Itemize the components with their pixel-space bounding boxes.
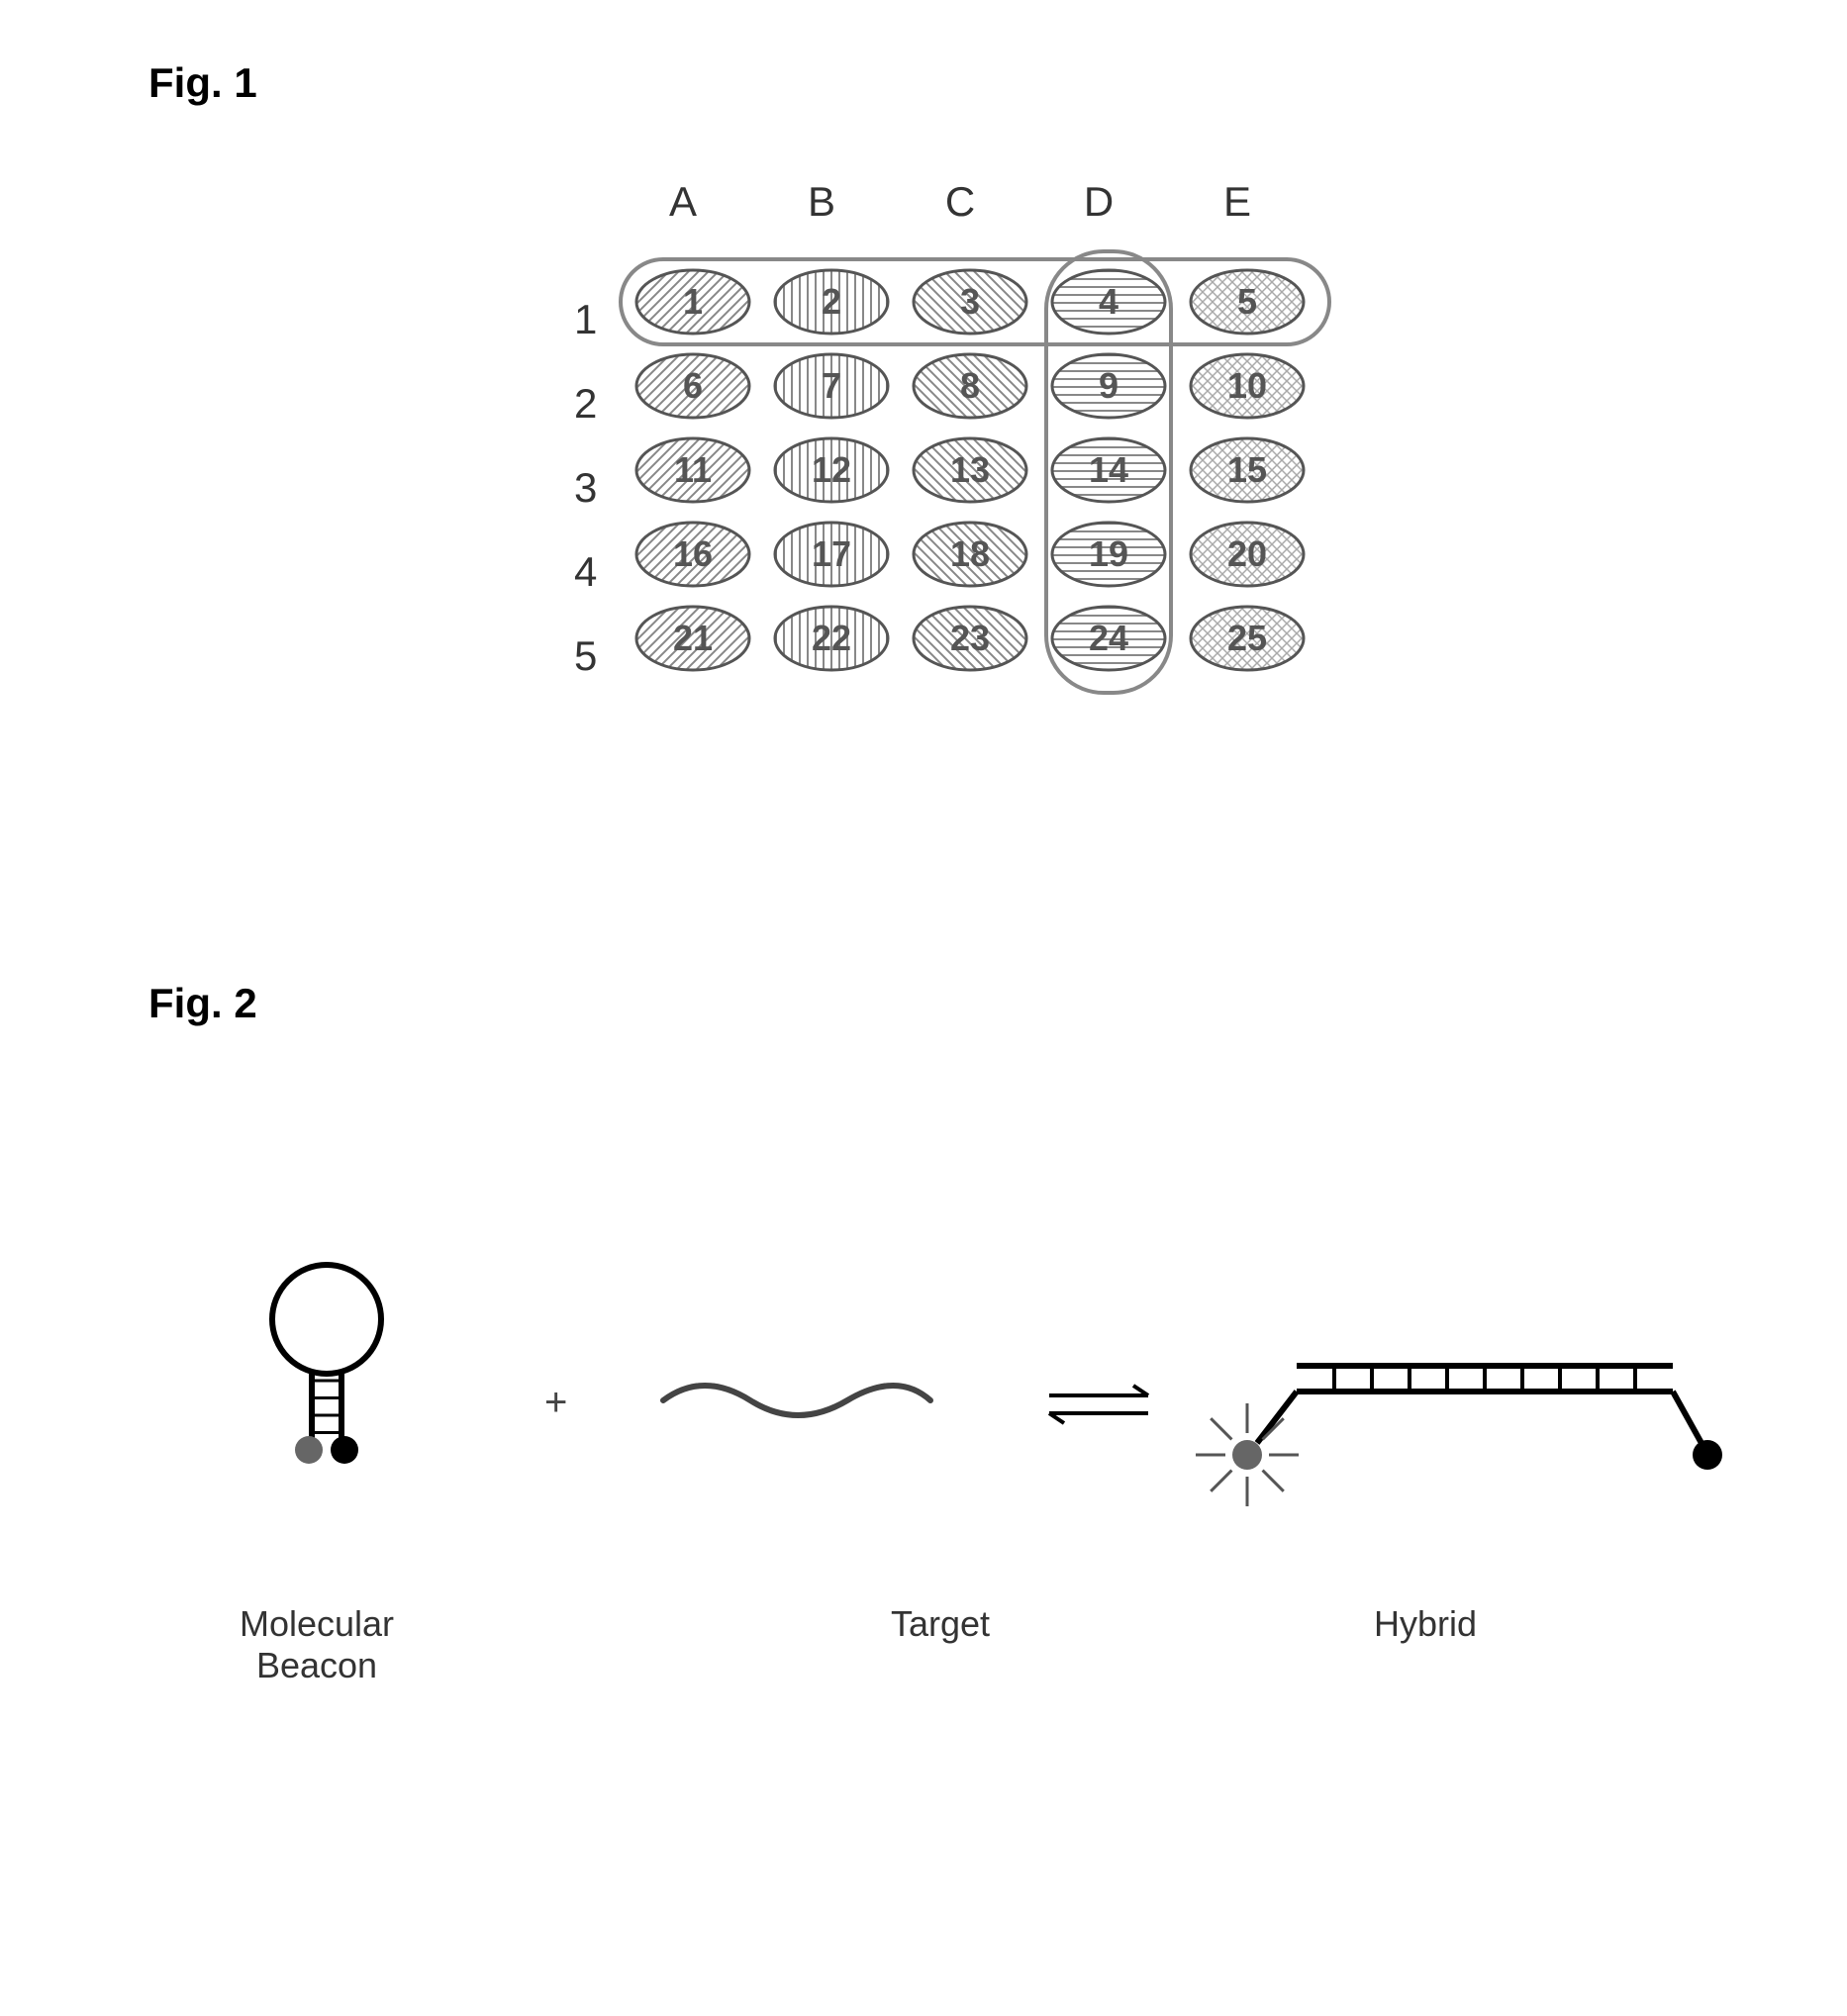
row-label: 1 xyxy=(574,277,597,361)
equilibrium-arrow-icon xyxy=(1039,1376,1168,1435)
cell-number: 17 xyxy=(812,533,851,575)
grid: 1 2 3 4 5 6 7 xyxy=(633,267,1307,688)
cell-number: 5 xyxy=(1237,281,1257,323)
grid-cell: 17 xyxy=(772,520,891,589)
row-label: 3 xyxy=(574,445,597,529)
grid-cell: 11 xyxy=(633,435,752,505)
hybrid-label: Hybrid xyxy=(1326,1603,1524,1686)
col-headers: A B C D E xyxy=(653,178,1267,226)
cell-number: 11 xyxy=(674,449,712,491)
cell-number: 15 xyxy=(1227,449,1267,491)
grid-cell: 21 xyxy=(633,604,752,673)
row-label: 5 xyxy=(574,614,597,698)
grid-cell: 12 xyxy=(772,435,891,505)
target-label: Target xyxy=(841,1603,1039,1686)
grid-cell: 18 xyxy=(911,520,1029,589)
grid-cell: 8 xyxy=(911,351,1029,421)
grid-cell: 3 xyxy=(911,267,1029,336)
grid-cell: 22 xyxy=(772,604,891,673)
cell-number: 18 xyxy=(950,533,990,575)
cell-number: 3 xyxy=(960,281,980,323)
cell-number: 13 xyxy=(950,449,990,491)
molecular-beacon-icon xyxy=(238,1257,416,1534)
cell-number: 20 xyxy=(1227,533,1267,575)
grid-row: 6 7 8 9 10 xyxy=(633,351,1307,421)
cell-number: 19 xyxy=(1089,533,1128,575)
col-header: D xyxy=(1069,178,1128,226)
cell-number: 21 xyxy=(673,618,713,659)
cell-number: 10 xyxy=(1227,365,1267,407)
hybrid-duplex-icon xyxy=(1188,1296,1722,1514)
cell-number: 8 xyxy=(960,365,980,407)
cell-number: 12 xyxy=(812,449,851,491)
plus-sign: + xyxy=(544,1381,567,1425)
cell-number: 23 xyxy=(950,618,990,659)
grid-cell: 5 xyxy=(1188,267,1307,336)
fig1-container: ABCDE 12345 1 2 3 4 5 xyxy=(554,178,1326,732)
grid-cell: 24 xyxy=(1049,604,1168,673)
grid-cell: 15 xyxy=(1188,435,1307,505)
fig2-label: Fig. 2 xyxy=(148,980,257,1027)
fig2-labels-row: Molecular Beacon Target Hybrid xyxy=(178,1603,1663,1686)
row-labels: 12345 xyxy=(574,277,597,698)
grid-cell: 2 xyxy=(772,267,891,336)
cell-number: 24 xyxy=(1089,618,1128,659)
col-header: E xyxy=(1208,178,1267,226)
grid-cell: 14 xyxy=(1049,435,1168,505)
cell-number: 2 xyxy=(822,281,841,323)
grid-cell: 1 xyxy=(633,267,752,336)
cell-number: 22 xyxy=(812,618,851,659)
cell-number: 14 xyxy=(1089,449,1128,491)
target-wave-icon xyxy=(653,1361,970,1440)
col-header: C xyxy=(930,178,990,226)
cell-number: 1 xyxy=(683,281,703,323)
grid-row: 16 17 18 19 20 xyxy=(633,520,1307,589)
row-label: 2 xyxy=(574,361,597,445)
fig1-label: Fig. 1 xyxy=(148,59,257,107)
grid-cell: 6 xyxy=(633,351,752,421)
grid-row: 21 22 23 24 25 xyxy=(633,604,1307,673)
grid-cell: 19 xyxy=(1049,520,1168,589)
fig2-diagram: + xyxy=(178,1237,1663,1584)
grid-cell: 23 xyxy=(911,604,1029,673)
fig2-container: + Molecular Beacon Target Hybrid xyxy=(178,1237,1663,1732)
grid-cell: 9 xyxy=(1049,351,1168,421)
grid-cell: 7 xyxy=(772,351,891,421)
grid-cell: 25 xyxy=(1188,604,1307,673)
cell-number: 25 xyxy=(1227,618,1267,659)
grid-row: 11 12 13 14 15 xyxy=(633,435,1307,505)
grid-row: 1 2 3 4 5 xyxy=(633,267,1307,336)
grid-cell: 20 xyxy=(1188,520,1307,589)
cell-number: 4 xyxy=(1099,281,1118,323)
grid-cell: 4 xyxy=(1049,267,1168,336)
grid-cell: 16 xyxy=(633,520,752,589)
grid-cell: 10 xyxy=(1188,351,1307,421)
row-label: 4 xyxy=(574,529,597,614)
col-header: A xyxy=(653,178,713,226)
cell-number: 7 xyxy=(822,365,841,407)
grid-cell: 13 xyxy=(911,435,1029,505)
cell-number: 16 xyxy=(673,533,713,575)
cell-number: 9 xyxy=(1099,365,1118,407)
beacon-label: Molecular Beacon xyxy=(218,1603,416,1686)
cell-number: 6 xyxy=(683,365,703,407)
col-header: B xyxy=(792,178,851,226)
